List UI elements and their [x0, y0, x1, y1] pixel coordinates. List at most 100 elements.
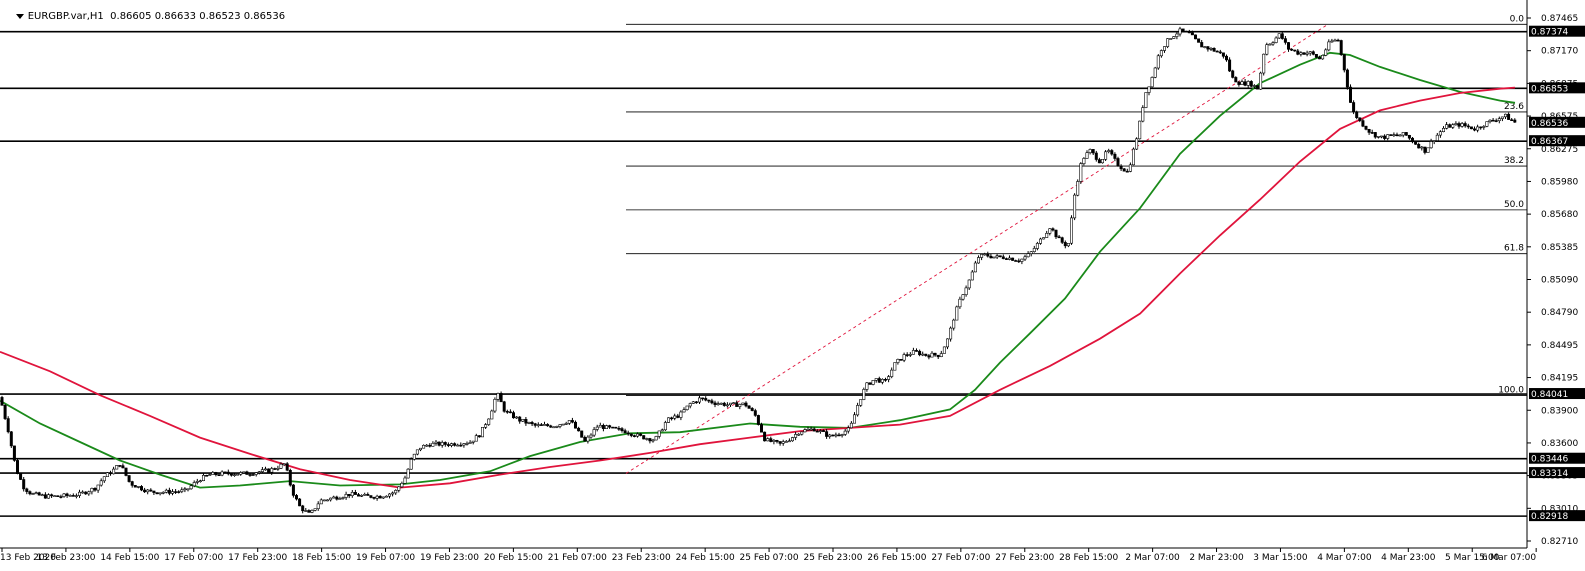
fib-trend-line[interactable] — [625, 23, 1329, 474]
candle-body — [1420, 146, 1424, 149]
candle-body — [1197, 38, 1201, 43]
candle-body — [288, 469, 292, 486]
candle-body — [626, 432, 630, 435]
candle-body — [276, 467, 280, 470]
candle-body — [1169, 38, 1173, 40]
candle-body — [474, 435, 478, 442]
horizontal-levels — [0, 30, 1527, 517]
price-level-label: 0.87374 — [1531, 28, 1568, 38]
candle-body — [446, 444, 450, 446]
candle-body — [1076, 181, 1080, 196]
candle-body — [350, 491, 354, 496]
candle-body — [347, 493, 351, 497]
price-label-box — [1529, 467, 1585, 479]
candle-body — [140, 486, 144, 491]
candle-body — [821, 430, 825, 432]
candle-body — [1113, 153, 1117, 159]
candle-body — [998, 255, 1002, 257]
candle-body — [837, 434, 841, 437]
candle-body — [294, 495, 298, 500]
candle-body — [53, 495, 57, 498]
candle-body — [567, 420, 571, 424]
candle-body — [1094, 152, 1098, 160]
price-tick-label: 0.83900 — [1541, 406, 1578, 416]
candle-body — [263, 468, 267, 471]
candle-body — [794, 434, 798, 438]
time-tick-label: 27 Feb 23:00 — [995, 553, 1054, 563]
candle-body — [152, 490, 156, 493]
price-level-label: 0.84041 — [1531, 390, 1568, 400]
candle-body — [387, 493, 391, 497]
candle-body — [418, 447, 422, 451]
candle-body — [617, 427, 621, 430]
moving-average-red[interactable] — [0, 86, 1516, 489]
candle-body — [9, 431, 13, 447]
candle-body — [790, 437, 794, 442]
candle-body — [1417, 144, 1421, 149]
time-tick-label: 4 Mar 07:00 — [1317, 553, 1372, 563]
candle-body — [1181, 28, 1185, 32]
time-tick-label: 5 Mar 15:00 — [1445, 553, 1500, 563]
candle-body — [676, 415, 680, 418]
candle-body — [440, 442, 444, 446]
candle-body — [431, 442, 435, 447]
candle-body — [171, 491, 175, 494]
candle-body — [164, 489, 168, 493]
candle-body — [59, 496, 63, 498]
candle-body — [927, 355, 931, 358]
candle-body — [31, 493, 35, 495]
candle-body — [1265, 44, 1269, 55]
candle-body — [1386, 134, 1390, 139]
candle-body — [1367, 129, 1371, 133]
triangle-down-icon[interactable] — [15, 13, 24, 19]
time-tick-label: 27 Feb 07:00 — [931, 553, 990, 563]
candle-body — [180, 489, 184, 492]
candle-body — [759, 424, 763, 433]
candle-body — [942, 346, 946, 354]
candle-body — [1442, 128, 1446, 133]
candle-body — [456, 444, 460, 447]
candle-body — [1277, 33, 1281, 39]
candle-body — [50, 494, 54, 497]
candle-body — [555, 426, 559, 428]
candle-body — [570, 420, 574, 423]
candle-body — [806, 428, 810, 431]
candle-body — [976, 257, 980, 264]
candle-body — [921, 353, 925, 356]
price-tick-label: 0.83010 — [1541, 504, 1578, 514]
candle-body — [849, 422, 853, 429]
candle-body — [918, 350, 922, 356]
candle-body — [273, 468, 277, 470]
candle-body — [558, 424, 562, 427]
candle-body — [133, 485, 137, 488]
candle-body — [270, 468, 274, 473]
candle-body — [964, 287, 968, 295]
candle-body — [735, 402, 739, 407]
candle-body — [803, 429, 807, 433]
candle-body — [1097, 159, 1101, 164]
time-tick-label: 4 Mar 23:00 — [1381, 553, 1436, 563]
candle-body — [360, 494, 364, 497]
candle-body — [1141, 107, 1145, 122]
candle-body — [1407, 135, 1411, 139]
candle-body — [341, 497, 345, 499]
candle-body — [226, 471, 230, 475]
candle-body — [524, 418, 528, 424]
candle-body — [1454, 123, 1458, 126]
candle-body — [74, 495, 78, 497]
candle-body — [68, 495, 72, 497]
candle-body — [1004, 258, 1008, 260]
candle-body — [809, 428, 813, 431]
candle-body — [580, 430, 584, 438]
candle-body — [1324, 49, 1328, 56]
candle-body — [1215, 50, 1219, 53]
candle-body — [480, 426, 484, 438]
candle-body — [995, 255, 999, 258]
candle-body — [1194, 34, 1198, 40]
candle-body — [0, 397, 4, 406]
candle-body — [831, 434, 835, 437]
time-tick-label: 6 Mar 07:00 — [1482, 553, 1537, 563]
candle-body — [186, 488, 190, 491]
